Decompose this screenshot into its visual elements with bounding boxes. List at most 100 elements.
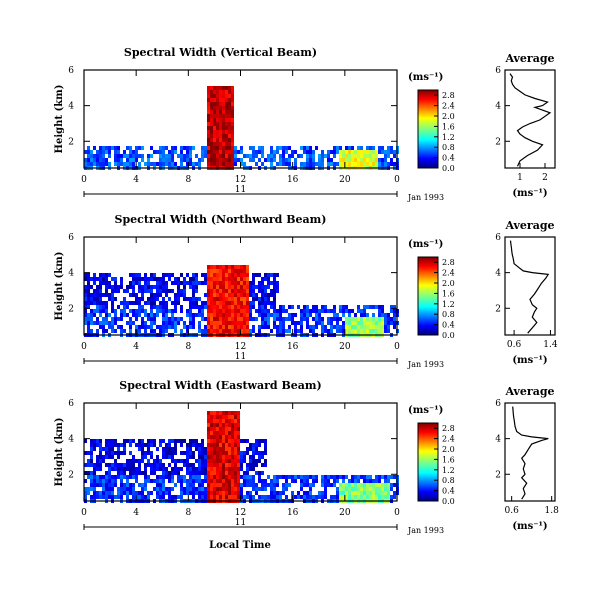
heatmap-cell xyxy=(192,317,195,321)
heatmap-cell xyxy=(237,309,240,313)
heatmap-cell xyxy=(216,110,219,114)
heatmap-cell xyxy=(195,285,198,289)
heatmap-cell xyxy=(129,293,132,297)
heatmap-cell xyxy=(180,289,183,293)
heatmap-cell xyxy=(216,435,219,439)
heatmap-cell xyxy=(273,479,276,483)
heatmap-cell xyxy=(150,301,153,305)
heatmap-cell xyxy=(90,443,93,447)
heatmap-cell xyxy=(144,277,147,281)
heatmap-cell xyxy=(288,305,291,309)
heatmap-cell xyxy=(153,150,156,154)
heatmap-cell xyxy=(159,475,162,479)
heatmap-cell xyxy=(87,459,90,463)
heatmap-cell xyxy=(387,487,390,491)
heatmap-cell xyxy=(138,439,141,443)
heatmap-cell xyxy=(126,439,129,443)
heatmap-cell xyxy=(162,475,165,479)
heatmap-cell xyxy=(282,317,285,321)
heatmap-cell xyxy=(219,293,222,297)
heatmap-cell xyxy=(198,321,201,325)
heatmap-cell xyxy=(228,495,231,499)
heatmap-cell xyxy=(138,154,141,158)
heatmap-cell xyxy=(294,325,297,329)
heatmap-cell xyxy=(228,435,231,439)
heatmap-cell xyxy=(162,439,165,443)
heatmap-cell xyxy=(108,154,111,158)
heatmap-cell xyxy=(102,146,105,150)
heatmap-cell xyxy=(207,309,210,313)
heatmap-cell xyxy=(102,150,105,154)
heatmap-cell xyxy=(213,162,216,166)
heatmap-cell xyxy=(123,467,126,471)
heatmap-cell xyxy=(153,313,156,317)
heatmap-cell xyxy=(234,305,237,309)
heatmap-cell xyxy=(225,90,228,94)
heatmap-cell xyxy=(141,289,144,293)
heatmap-cell xyxy=(135,471,138,475)
heatmap-cell xyxy=(381,495,384,499)
heatmap-cell xyxy=(348,491,351,495)
heatmap-cell xyxy=(156,483,159,487)
heatmap-cell xyxy=(159,495,162,499)
heatmap-cell xyxy=(210,443,213,447)
heatmap-cell xyxy=(219,122,222,126)
heatmap-cell xyxy=(111,301,114,305)
heatmap-cell xyxy=(180,451,183,455)
heatmap-cell xyxy=(321,158,324,162)
heatmap-cell xyxy=(261,285,264,289)
heatmap-cell xyxy=(237,297,240,301)
heatmap-cell xyxy=(219,419,222,423)
heatmap-cell xyxy=(321,491,324,495)
heatmap-cell xyxy=(282,329,285,333)
heatmap-cell xyxy=(162,479,165,483)
heatmap-cell xyxy=(156,305,159,309)
heatmap-cell xyxy=(99,459,102,463)
heatmap-cell xyxy=(138,471,141,475)
heatmap-cell xyxy=(336,146,339,150)
heatmap-cell xyxy=(222,321,225,325)
heatmap-cell xyxy=(300,475,303,479)
heatmap-cell xyxy=(252,495,255,499)
heatmap-cell xyxy=(114,297,117,301)
heatmap-cell xyxy=(336,495,339,499)
heatmap-cell xyxy=(228,301,231,305)
heatmap-cell xyxy=(96,293,99,297)
heatmap-cell xyxy=(168,451,171,455)
heatmap-cell xyxy=(210,419,213,423)
heatmap-cell xyxy=(222,273,225,277)
heatmap-cell xyxy=(219,483,222,487)
heatmap-cell xyxy=(324,495,327,499)
heatmap-cell xyxy=(213,142,216,146)
heatmap-cell xyxy=(228,122,231,126)
heatmap-cell xyxy=(237,431,240,435)
heatmap-cell xyxy=(186,313,189,317)
heatmap-cell xyxy=(129,321,132,325)
heatmap-cell xyxy=(300,487,303,491)
heatmap-cell xyxy=(192,285,195,289)
heatmap-cell xyxy=(168,150,171,154)
heatmap-cell xyxy=(336,313,339,317)
heatmap-cell xyxy=(294,475,297,479)
heatmap-cell xyxy=(354,313,357,317)
heatmap-cell xyxy=(309,487,312,491)
heatmap-cell xyxy=(381,487,384,491)
heatmap-cell xyxy=(315,479,318,483)
heatmap-cell xyxy=(240,162,243,166)
heatmap-cell xyxy=(219,459,222,463)
heatmap-cell xyxy=(216,293,219,297)
heatmap-cell xyxy=(249,293,252,297)
heatmap-cell xyxy=(162,301,165,305)
heatmap-cell xyxy=(111,467,114,471)
heatmap-cell xyxy=(207,90,210,94)
heatmap-cell xyxy=(249,467,252,471)
heatmap-cell xyxy=(267,321,270,325)
heatmap-cell xyxy=(321,325,324,329)
heatmap-cell xyxy=(171,459,174,463)
heatmap-cell xyxy=(231,102,234,106)
heatmap-cell xyxy=(117,491,120,495)
heatmap-cell xyxy=(210,86,213,90)
heatmap-cell xyxy=(204,463,207,467)
heatmap-cell xyxy=(348,158,351,162)
